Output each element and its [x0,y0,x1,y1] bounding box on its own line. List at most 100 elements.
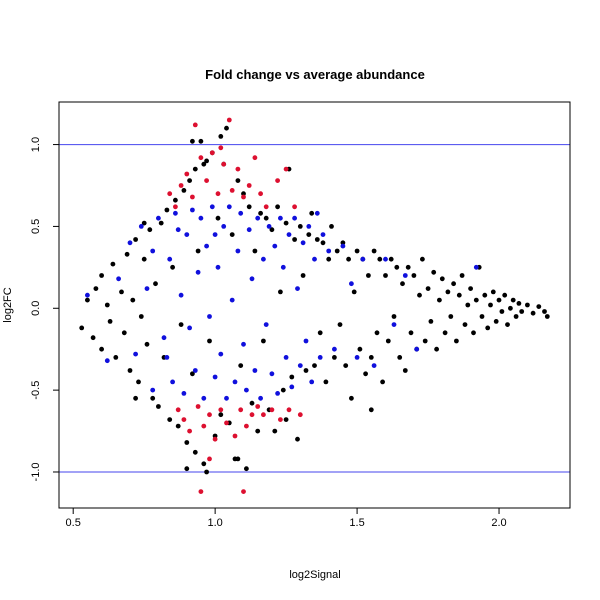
scatter-point-s1-36 [244,387,249,393]
scatter-point-s0-117 [420,256,425,262]
scatter-point-s0-161 [184,466,190,472]
scatter-point-s1-53 [292,215,297,221]
scatter-point-s1-59 [309,379,315,385]
scatter-point-s0-87 [334,248,340,254]
scatter-point-s0-139 [482,292,488,298]
scatter-point-s0-98 [366,273,371,278]
scatter-point-s0-131 [459,273,465,278]
scatter-point-s1-20 [198,215,204,221]
scatter-point-s0-64 [269,227,275,233]
scatter-point-s0-132 [462,322,468,327]
scatter-point-s0-24 [158,220,164,226]
scatter-point-s1-72 [391,322,397,327]
scatter-point-s0-80 [314,237,320,242]
scatter-point-s0-53 [238,363,244,368]
scatter-point-s0-30 [175,423,181,429]
scatter-point-s0-114 [411,273,417,278]
scatter-point-s1-19 [195,269,201,275]
scatter-point-s0-27 [167,417,173,422]
scatter-point-s1-48 [278,215,283,221]
scatter-point-s0-18 [141,256,147,262]
scatter-point-s2-2 [175,407,181,413]
scatter-point-s0-120 [428,319,434,324]
scatter-point-s1-34 [238,210,244,216]
scatter-point-s0-155 [536,304,542,309]
scatter-point-s0-9 [113,355,119,360]
scatter-point-s1-21 [201,395,207,401]
scatter-point-s0-62 [263,215,269,221]
scatter-point-s0-111 [402,368,408,373]
scatter-point-s1-22 [204,243,210,249]
scatter-point-s1-16 [187,325,193,331]
scatter-point-s0-40 [201,461,207,467]
scatter-point-s0-151 [516,301,522,306]
scatter-point-s2-41 [198,489,204,494]
scatter-point-s0-157 [544,314,550,319]
scatter-point-s0-78 [309,210,315,216]
scatter-point-s0-1 [85,297,90,303]
scatter-point-s0-60 [258,210,263,216]
scatter-point-s0-103 [380,379,385,385]
scatter-point-s1-31 [229,297,235,303]
scatter-point-s1-39 [252,368,258,373]
scatter-point-s1-7 [150,387,156,393]
scatter-point-s0-68 [280,387,286,393]
scatter-point-s0-65 [272,428,278,434]
scatter-point-s1-65 [332,346,337,352]
scatter-point-s2-19 [224,420,229,426]
scatter-point-s1-32 [232,379,238,385]
scatter-point-s1-18 [192,368,198,373]
scatter-point-s0-61 [261,338,266,344]
scatter-point-s2-40 [297,412,303,418]
scatter-point-s2-18 [221,161,227,167]
scatter-point-s1-75 [473,264,479,270]
scatter-point-s0-6 [104,302,110,308]
scatter-point-s1-29 [224,395,229,401]
scatter-point-s0-83 [323,379,329,385]
scatter-point-s0-84 [326,256,332,262]
scatter-point-s1-1 [104,358,110,364]
scatter-point-s0-66 [275,204,280,210]
scatter-point-s2-37 [283,166,289,172]
scatter-point-s1-67 [349,281,354,287]
scatter-point-s0-165 [201,161,207,167]
scatter-point-s2-8 [192,122,198,128]
scatter-point-s1-10 [167,256,173,262]
scatter-point-s2-25 [241,194,246,200]
scatter-point-s0-135 [471,330,476,336]
scatter-point-s2-22 [232,433,238,439]
scatter-point-s1-78 [175,227,181,233]
scatter-point-s2-5 [184,171,190,177]
scatter-point-s2-20 [226,117,232,123]
scatter-point-s1-57 [303,338,309,344]
scatter-point-s0-107 [391,314,397,319]
scatter-point-s0-141 [488,302,493,308]
scatter-point-s2-7 [190,194,195,200]
scatter-point-s0-129 [454,338,459,344]
scatter-point-s0-7 [107,319,113,324]
scatter-point-s0-118 [422,338,428,344]
scatter-point-s0-121 [431,269,437,275]
scatter-point-s2-42 [241,489,246,494]
scatter-point-s1-40 [255,215,261,221]
scatter-point-s0-94 [354,248,360,254]
scatter-point-s0-17 [138,314,144,319]
scatter-point-s0-71 [289,374,295,380]
scatter-point-s0-122 [434,346,439,352]
scatter-point-s1-2 [116,276,121,282]
scatter-point-s1-54 [295,286,300,291]
scatter-point-s0-5 [99,273,104,278]
scatter-point-s0-74 [297,224,303,229]
scatter-point-s2-27 [246,183,252,188]
scatter-point-s2-17 [218,407,224,413]
scatter-point-s2-23 [235,166,241,172]
scatter-point-s0-73 [295,436,300,442]
scatter-point-s0-156 [542,309,547,314]
scatter-point-s1-49 [280,264,286,270]
scatter-point-s0-116 [417,292,422,298]
scatter-point-s0-142 [490,289,496,295]
scatter-point-s0-15 [133,237,139,242]
scatter-point-s1-77 [164,355,170,360]
scatter-point-s0-11 [121,330,127,336]
scatter-point-s0-104 [383,273,388,278]
